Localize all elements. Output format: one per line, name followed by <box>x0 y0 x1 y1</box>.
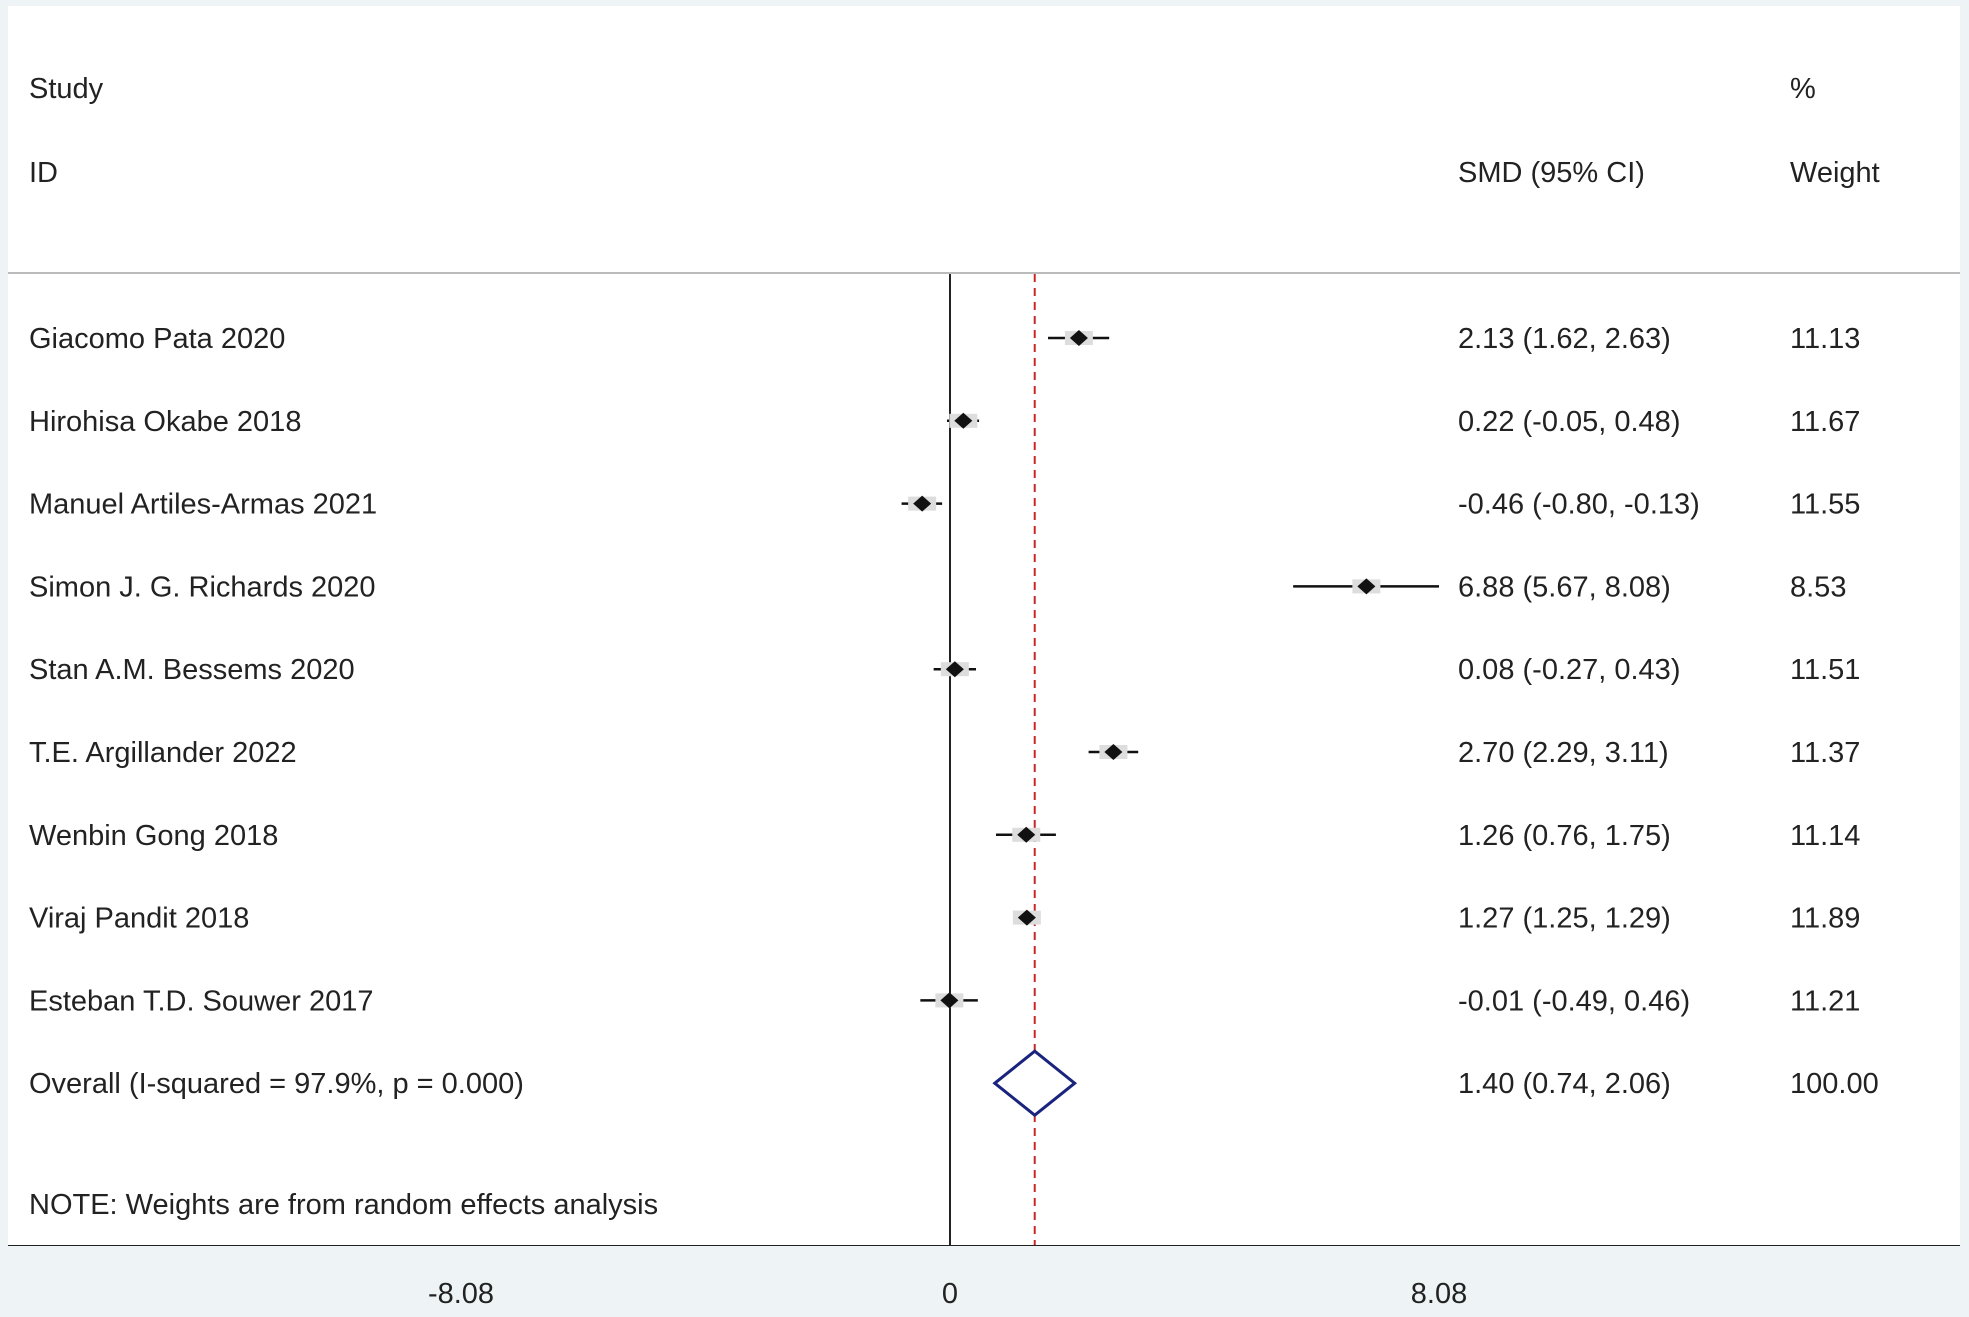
study-label: Viraj Pandit 2018 <box>29 903 249 935</box>
overall-row: Overall (I-squared = 97.9%, p = 0.000) 1.… <box>29 1049 1879 1118</box>
estimate-ci-text: 2.13 (1.62, 2.63) <box>1458 323 1671 355</box>
study-rows: Giacomo Pata 2020 2.13 (1.62, 2.63) 11.13 H… <box>29 274 1860 1246</box>
study-label: Esteban T.D. Souwer 2017 <box>29 985 373 1017</box>
study-label: Wenbin Gong 2018 <box>29 820 278 852</box>
point-estimate-marker <box>954 412 973 429</box>
estimate-ci-text: -0.46 (-0.80, -0.13) <box>1458 489 1700 521</box>
estimate-ci-text: 2.70 (2.29, 3.11) <box>1458 737 1669 769</box>
header-id: ID <box>29 157 58 189</box>
point-estimate-marker <box>1104 744 1123 760</box>
point-estimate-marker <box>1357 578 1376 595</box>
study-label: Hirohisa Okabe 2018 <box>29 406 301 438</box>
estimate-ci-text: -0.01 (-0.49, 0.46) <box>1458 985 1690 1017</box>
weight-text: 11.55 <box>1790 489 1860 521</box>
study-row: Giacomo Pata 2020 2.13 (1.62, 2.63) 11.13 <box>29 323 1860 355</box>
study-row: Manuel Artiles-Armas 2021 -0.46 (-0.80, -… <box>29 489 1860 521</box>
footnote: NOTE: Weights are from random effects an… <box>29 1189 658 1221</box>
weight-text: 11.51 <box>1790 654 1860 686</box>
header-estimate: SMD (95% CI) <box>1458 157 1645 189</box>
weight-text: 11.13 <box>1790 323 1860 355</box>
overall-ci-text: 1.40 (0.74, 2.06) <box>1458 1068 1671 1100</box>
overall-weight-text: 100.00 <box>1790 1068 1879 1100</box>
weight-text: 11.21 <box>1790 985 1860 1017</box>
point-estimate-marker <box>1069 330 1088 346</box>
study-row: Simon J. G. Richards 2020 6.88 (5.67, 8.0… <box>29 571 1846 603</box>
forest-plot-svg: Study ID SMD (95% CI) % Weight Giacomo P… <box>8 73 1960 1246</box>
header-weight: Weight <box>1790 157 1880 189</box>
study-label: Giacomo Pata 2020 <box>29 323 285 355</box>
estimate-ci-text: 0.22 (-0.05, 0.48) <box>1458 406 1680 438</box>
point-estimate-marker <box>1017 909 1036 926</box>
study-row: Hirohisa Okabe 2018 0.22 (-0.05, 0.48) 11.… <box>29 406 1860 438</box>
weight-text: 11.89 <box>1790 903 1860 935</box>
study-row: Viraj Pandit 2018 1.27 (1.25, 1.29) 11.89 <box>29 903 1860 935</box>
point-estimate-marker <box>940 992 959 1009</box>
study-label: Stan A.M. Bessems 2020 <box>29 654 355 686</box>
x-tick-label: 8.08 <box>1410 1278 1468 1310</box>
estimate-ci-text: 6.88 (5.67, 8.08) <box>1458 571 1671 603</box>
point-estimate-marker <box>945 661 964 678</box>
overall-diamond <box>992 1049 1078 1118</box>
header-percent: % <box>1790 73 1816 105</box>
study-row: Esteban T.D. Souwer 2017 -0.01 (-0.49, 0.… <box>29 985 1860 1017</box>
study-row: T.E. Argillander 2022 2.70 (2.29, 3.11) 11… <box>29 737 1860 769</box>
weight-text: 11.37 <box>1790 737 1860 769</box>
weight-text: 11.67 <box>1790 406 1860 438</box>
x-tick-label: 0 <box>941 1278 959 1310</box>
study-row: Stan A.M. Bessems 2020 0.08 (-0.27, 0.43)… <box>29 654 1860 686</box>
weight-text: 8.53 <box>1790 571 1846 603</box>
study-label: Manuel Artiles-Armas 2021 <box>29 489 377 521</box>
weight-text: 11.14 <box>1790 820 1860 852</box>
point-estimate-marker <box>913 495 932 512</box>
estimate-ci-text: 1.26 (0.76, 1.75) <box>1458 820 1671 852</box>
estimate-ci-text: 1.27 (1.25, 1.29) <box>1458 903 1671 935</box>
study-label: T.E. Argillander 2022 <box>29 737 297 769</box>
study-row: Wenbin Gong 2018 1.26 (0.76, 1.75) 11.14 <box>29 820 1860 852</box>
estimate-ci-text: 0.08 (-0.27, 0.43) <box>1458 654 1680 686</box>
x-tick-label: -8.08 <box>427 1278 495 1310</box>
forest-plot: Study ID SMD (95% CI) % Weight Giacomo P… <box>8 6 1960 1246</box>
point-estimate-marker <box>1017 826 1036 843</box>
overall-label: Overall (I-squared = 97.9%, p = 0.000) <box>29 1068 524 1100</box>
study-label: Simon J. G. Richards 2020 <box>29 571 376 603</box>
header-study: Study <box>29 73 104 105</box>
